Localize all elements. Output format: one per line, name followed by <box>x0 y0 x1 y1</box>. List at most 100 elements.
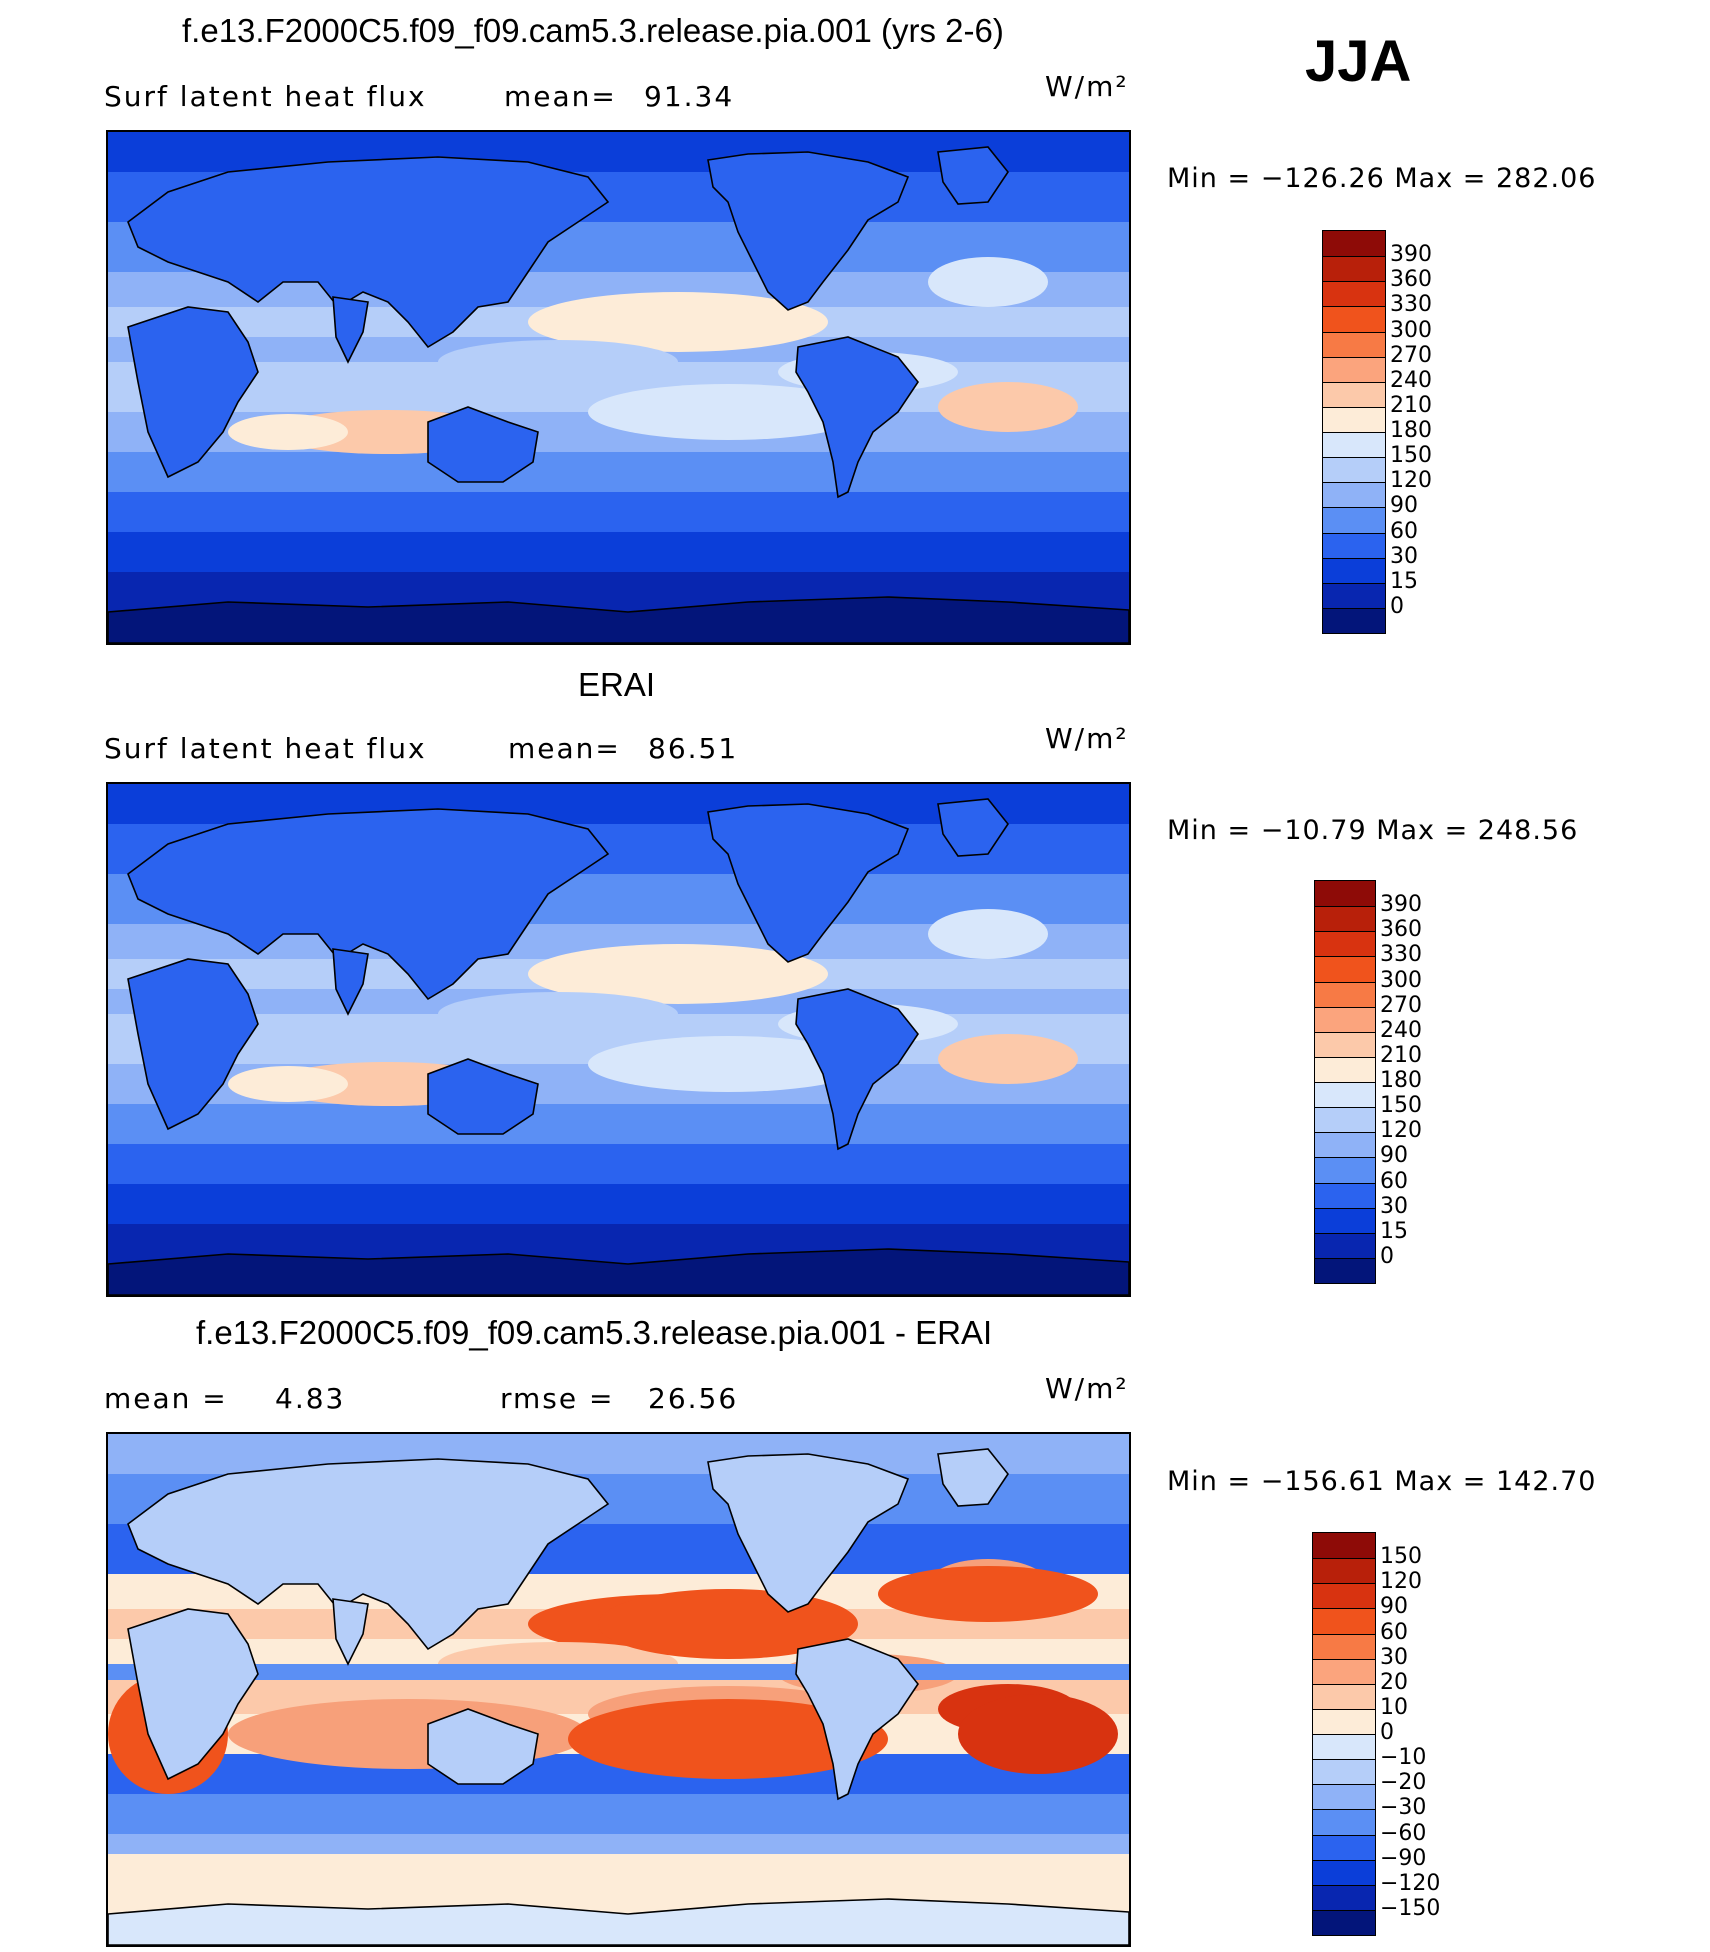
colorbar-cell <box>1323 457 1385 483</box>
colorbar-cell <box>1315 881 1375 907</box>
continent-europeAsia <box>127 1458 610 1651</box>
map-blob <box>438 992 678 1036</box>
continent-australia <box>427 1708 539 1785</box>
continent-antarctica <box>108 1248 1129 1295</box>
colorbar-cell <box>1323 482 1385 508</box>
colorbar-tick-label: 10 <box>1380 1694 1408 1720</box>
continent-europeAsia <box>127 156 610 349</box>
colorbar-tick-label: 240 <box>1390 367 1432 393</box>
colorbar-tick-label: 210 <box>1390 392 1432 418</box>
colorbar-tick-label: −60 <box>1380 1820 1427 1846</box>
panel-1-colorbar <box>1322 230 1386 634</box>
colorbar-cell <box>1313 1909 1375 1935</box>
colorbar-tick-label: 120 <box>1380 1569 1422 1595</box>
map-blob <box>928 257 1048 307</box>
colorbar-cell <box>1315 1207 1375 1233</box>
colorbar-cell <box>1323 532 1385 558</box>
continent-india <box>332 296 369 364</box>
colorbar-cell <box>1313 1884 1375 1910</box>
map-blob <box>438 340 678 384</box>
panel-3-map <box>106 1432 1131 1947</box>
panel-3-rmse-value: 26.56 <box>648 1382 739 1415</box>
colorbar-cell <box>1315 1031 1375 1057</box>
colorbar-cell <box>1315 981 1375 1007</box>
colorbar-cell <box>1323 432 1385 458</box>
colorbar-cell <box>1323 607 1385 633</box>
colorbar-tick-label: −10 <box>1380 1745 1427 1771</box>
colorbar-cell <box>1323 256 1385 282</box>
colorbar-tick-label: 180 <box>1390 418 1432 443</box>
panel-1-minmax: Min = −126.26 Max = 282.06 <box>1167 163 1597 194</box>
continent-africa <box>127 1608 259 1781</box>
colorbar-tick-label: 90 <box>1380 1594 1408 1620</box>
panel-3-mean-label: mean = <box>104 1382 228 1415</box>
map-blob <box>938 382 1078 432</box>
continent-southAmerica <box>795 1638 919 1801</box>
colorbar-tick-label: −20 <box>1380 1770 1427 1796</box>
colorbar-cell <box>1323 356 1385 382</box>
map-blob <box>228 414 348 450</box>
panel-1-variable: Surf latent heat flux <box>104 80 427 113</box>
colorbar-tick-label: 30 <box>1390 543 1418 569</box>
colorbar-cell <box>1315 1132 1375 1158</box>
panel-1-title: f.e13.F2000C5.f09_f09.cam5.3.release.pia… <box>182 12 1004 49</box>
colorbar-cell <box>1313 1658 1375 1684</box>
colorbar-tick-label: 15 <box>1390 568 1418 594</box>
colorbar-cell <box>1323 231 1385 257</box>
colorbar-tick-label: 90 <box>1390 493 1418 519</box>
colorbar-cell <box>1313 1784 1375 1810</box>
colorbar-tick-label: 300 <box>1390 317 1432 343</box>
map-blob <box>228 1066 348 1102</box>
map-blob <box>528 944 828 1004</box>
colorbar-cell <box>1313 1683 1375 1709</box>
colorbar-cell <box>1315 1107 1375 1133</box>
colorbar-cell <box>1315 1082 1375 1108</box>
colorbar-cell <box>1315 1056 1375 1082</box>
colorbar-tick-label: −120 <box>1380 1870 1441 1896</box>
season-label: JJA <box>1305 29 1412 94</box>
colorbar-tick-label: 150 <box>1380 1093 1422 1119</box>
panel-2-minmax: Min = −10.79 Max = 248.56 <box>1167 815 1579 846</box>
map-band <box>108 1184 1129 1224</box>
colorbar-tick-label: 210 <box>1380 1042 1422 1068</box>
map-blob <box>588 1036 868 1092</box>
colorbar-tick-label: 120 <box>1390 468 1432 494</box>
panel-2-colorbar <box>1314 880 1376 1284</box>
colorbar-cell <box>1313 1608 1375 1634</box>
colorbar-tick-label: 30 <box>1380 1193 1408 1219</box>
continent-greenland <box>937 1448 1009 1507</box>
panel-2-title: ERAI <box>578 666 656 703</box>
continent-northAmerica <box>707 151 910 311</box>
colorbar-cell <box>1313 1759 1375 1785</box>
continent-antarctica <box>108 1898 1129 1945</box>
map-band <box>108 1144 1129 1184</box>
colorbar-cell <box>1323 406 1385 432</box>
colorbar-tick-label: 390 <box>1390 242 1432 268</box>
colorbar-tick-label: 0 <box>1390 593 1404 619</box>
panel-3-colorbar <box>1312 1532 1376 1936</box>
continent-northAmerica <box>707 803 910 963</box>
colorbar-tick-label: 300 <box>1380 967 1422 993</box>
panel-3-title: f.e13.F2000C5.f09_f09.cam5.3.release.pia… <box>196 1314 993 1351</box>
colorbar-cell <box>1313 1734 1375 1760</box>
continent-greenland <box>937 146 1009 205</box>
map-blob <box>938 1034 1078 1084</box>
colorbar-cell <box>1313 1834 1375 1860</box>
colorbar-cell <box>1315 931 1375 957</box>
colorbar-tick-label: 150 <box>1390 443 1432 469</box>
colorbar-tick-label: 60 <box>1390 518 1418 544</box>
panel-1-map <box>106 130 1131 645</box>
panel-3-mean-value: 4.83 <box>275 1382 346 1415</box>
colorbar-cell <box>1313 1859 1375 1885</box>
colorbar-cell <box>1315 1232 1375 1258</box>
colorbar-tick-label: 20 <box>1380 1669 1408 1695</box>
colorbar-tick-label: 270 <box>1380 992 1422 1018</box>
panel-2-map <box>106 782 1131 1297</box>
map-blob <box>588 384 868 440</box>
continent-australia <box>427 406 539 483</box>
continent-southAmerica <box>795 336 919 499</box>
colorbar-cell <box>1313 1633 1375 1659</box>
colorbar-tick-label: 390 <box>1380 892 1422 918</box>
panel-2-variable: Surf latent heat flux <box>104 732 427 765</box>
colorbar-cell <box>1313 1558 1375 1584</box>
